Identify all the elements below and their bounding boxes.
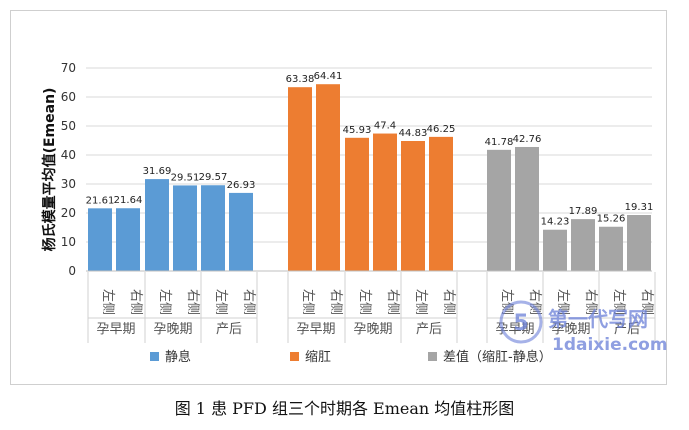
legend-swatch — [290, 352, 299, 361]
y-tick-label: 30 — [61, 177, 76, 191]
figure-caption: 图 1 患 PFD 组三个时期各 Emean 均值柱形图 — [174, 399, 515, 418]
data-label: 64.41 — [314, 71, 343, 82]
bar — [429, 136, 453, 271]
data-label: 19.31 — [625, 202, 654, 213]
bar — [487, 149, 511, 271]
x-tick-label: 右侧 — [639, 289, 654, 315]
y-axis-title: 杨氏模量平均值(Emean) — [41, 88, 58, 252]
legend-swatch — [150, 352, 159, 361]
data-label: 17.89 — [569, 206, 598, 217]
bar — [345, 137, 369, 271]
period-label: 孕早期 — [96, 322, 135, 337]
bar — [145, 179, 169, 271]
x-tick-label: 左侧 — [100, 289, 115, 315]
y-tick-label: 40 — [61, 148, 76, 162]
period-label: 孕早期 — [296, 322, 335, 337]
y-tick-label: 70 — [61, 61, 76, 75]
y-tick-label: 50 — [61, 119, 76, 133]
data-label: 46.25 — [427, 124, 456, 135]
x-tick-label: 左侧 — [499, 289, 514, 315]
period-label: 孕晚期 — [551, 322, 590, 337]
data-label: 29.57 — [199, 172, 228, 183]
data-label: 29.51 — [171, 172, 200, 183]
bar — [571, 219, 595, 271]
bar — [173, 185, 197, 271]
x-tick-label: 左侧 — [300, 289, 315, 315]
data-label: 63.38 — [286, 74, 315, 85]
data-label: 45.93 — [343, 125, 372, 136]
bar — [373, 133, 397, 271]
watermark-logo-icon — [499, 300, 543, 344]
data-label: 15.26 — [597, 214, 626, 225]
period-label: 产后 — [416, 322, 442, 337]
legend-swatch — [428, 352, 437, 361]
y-tick-label: 10 — [61, 235, 76, 249]
legend-label: 差值（缩肛-静息） — [443, 349, 552, 365]
data-label: 31.69 — [143, 166, 172, 177]
bar — [229, 192, 253, 271]
watermark-title: 第一代写网 — [548, 307, 648, 331]
legend-label: 缩肛 — [305, 349, 331, 365]
watermark-url: 1daixie.com — [552, 335, 668, 355]
data-label: 42.76 — [513, 134, 542, 145]
data-label: 47.4 — [374, 121, 396, 132]
x-tick-label: 左侧 — [611, 289, 626, 315]
x-tick-label: 右侧 — [128, 289, 143, 315]
data-label: 14.23 — [541, 217, 570, 228]
x-tick-label: 右侧 — [441, 289, 456, 315]
watermark-logo-mark: 5 — [513, 311, 528, 336]
period-label: 产后 — [614, 322, 640, 337]
data-label: 44.83 — [399, 128, 428, 139]
x-tick-label: 左侧 — [213, 289, 228, 315]
bar — [116, 208, 140, 271]
data-label: 26.93 — [227, 180, 256, 191]
period-label: 产后 — [216, 322, 242, 337]
y-tick-label: 0 — [68, 264, 76, 278]
bar — [88, 208, 112, 271]
period-label: 孕晚期 — [153, 322, 192, 337]
y-tick-label: 20 — [61, 206, 76, 220]
x-tick-label: 右侧 — [583, 289, 598, 315]
data-label: 41.78 — [485, 137, 514, 148]
x-tick-label: 左侧 — [157, 289, 172, 315]
x-tick-label: 右侧 — [527, 289, 542, 315]
data-label: 21.64 — [114, 195, 143, 206]
bar — [543, 229, 567, 271]
x-tick-label: 左侧 — [357, 289, 372, 315]
bar — [401, 140, 425, 271]
period-label: 孕晚期 — [353, 322, 392, 337]
bar — [599, 226, 623, 271]
x-tick-label: 左侧 — [413, 289, 428, 315]
bar — [316, 84, 340, 271]
x-tick-label: 右侧 — [328, 289, 343, 315]
x-tick-label: 右侧 — [241, 289, 256, 315]
legend-label: 静息 — [165, 349, 191, 365]
data-label: 21.61 — [86, 195, 115, 206]
bar — [201, 185, 225, 271]
bar — [515, 146, 539, 271]
x-tick-label: 右侧 — [385, 289, 400, 315]
bar — [627, 215, 651, 271]
x-tick-label: 右侧 — [185, 289, 200, 315]
bar — [288, 87, 312, 271]
x-tick-label: 左侧 — [555, 289, 570, 315]
y-tick-label: 60 — [61, 90, 76, 104]
